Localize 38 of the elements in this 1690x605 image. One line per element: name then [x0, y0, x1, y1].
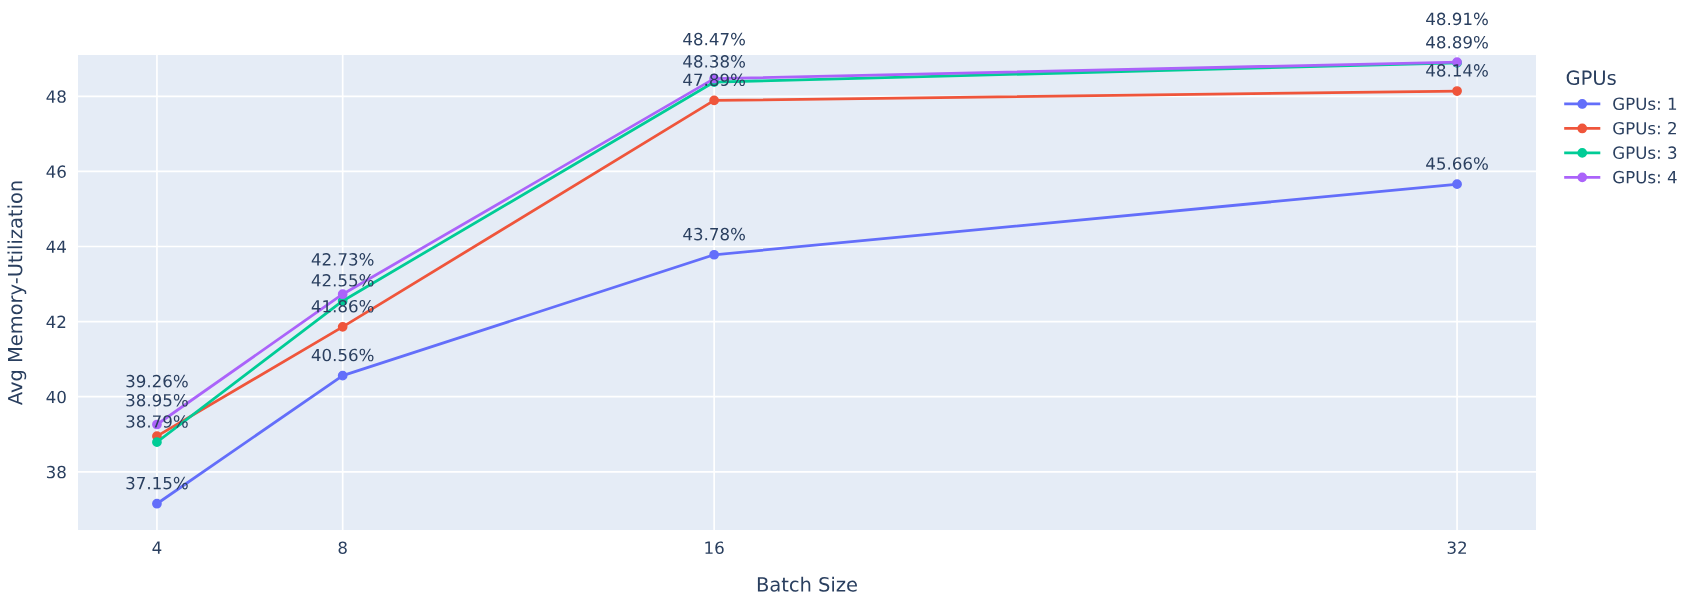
data-label: 42.73%: [311, 253, 374, 266]
y-tick-label: 40: [46, 390, 66, 404]
data-label: 48.89%: [1426, 35, 1488, 49]
x-tick-label: 16: [705, 541, 724, 555]
point: [709, 249, 719, 260]
x-axis-title: Batch Size: [757, 576, 857, 592]
data-label: 48.47%: [683, 32, 745, 46]
data-label: 40.56%: [311, 348, 374, 362]
point: [337, 321, 348, 332]
x-tick-label: 32: [1447, 541, 1466, 555]
y-tick-label: 46: [46, 165, 66, 178]
data-label: 37.15%: [126, 476, 188, 490]
data-label: 48.91%: [1426, 12, 1488, 26]
legend-label: GPUs: 4: [1613, 170, 1677, 184]
legend-label: GPUs: 3: [1613, 146, 1677, 159]
data-label: 39.26%: [126, 374, 188, 388]
point: [1452, 86, 1462, 96]
x-tick-label: 8: [338, 541, 347, 555]
data-label: 45.66%: [1426, 157, 1488, 170]
point: [152, 437, 162, 447]
data-label: 48.14%: [1426, 64, 1488, 77]
legend-title: GPUs: [1566, 70, 1616, 86]
point: [337, 289, 348, 300]
point: [709, 95, 719, 106]
x-tick-label: 4: [152, 541, 162, 554]
data-label: 38.95%: [126, 393, 188, 407]
y-tick-label: 42: [46, 315, 66, 328]
y-tick-label: 48: [46, 90, 66, 103]
legend-label: GPUs: 2: [1613, 121, 1676, 135]
legend-label: GPUs: 1: [1613, 97, 1677, 111]
point: [337, 370, 348, 381]
y-tick-label: 38: [46, 465, 66, 479]
y-tick-label: 44: [46, 240, 66, 253]
point: [152, 498, 162, 509]
data-label: 43.78%: [683, 227, 745, 241]
data-label: 48.38%: [683, 55, 745, 68]
point: [1452, 179, 1462, 190]
y-axis-title: Avg Memory-Utilization: [7, 181, 27, 406]
